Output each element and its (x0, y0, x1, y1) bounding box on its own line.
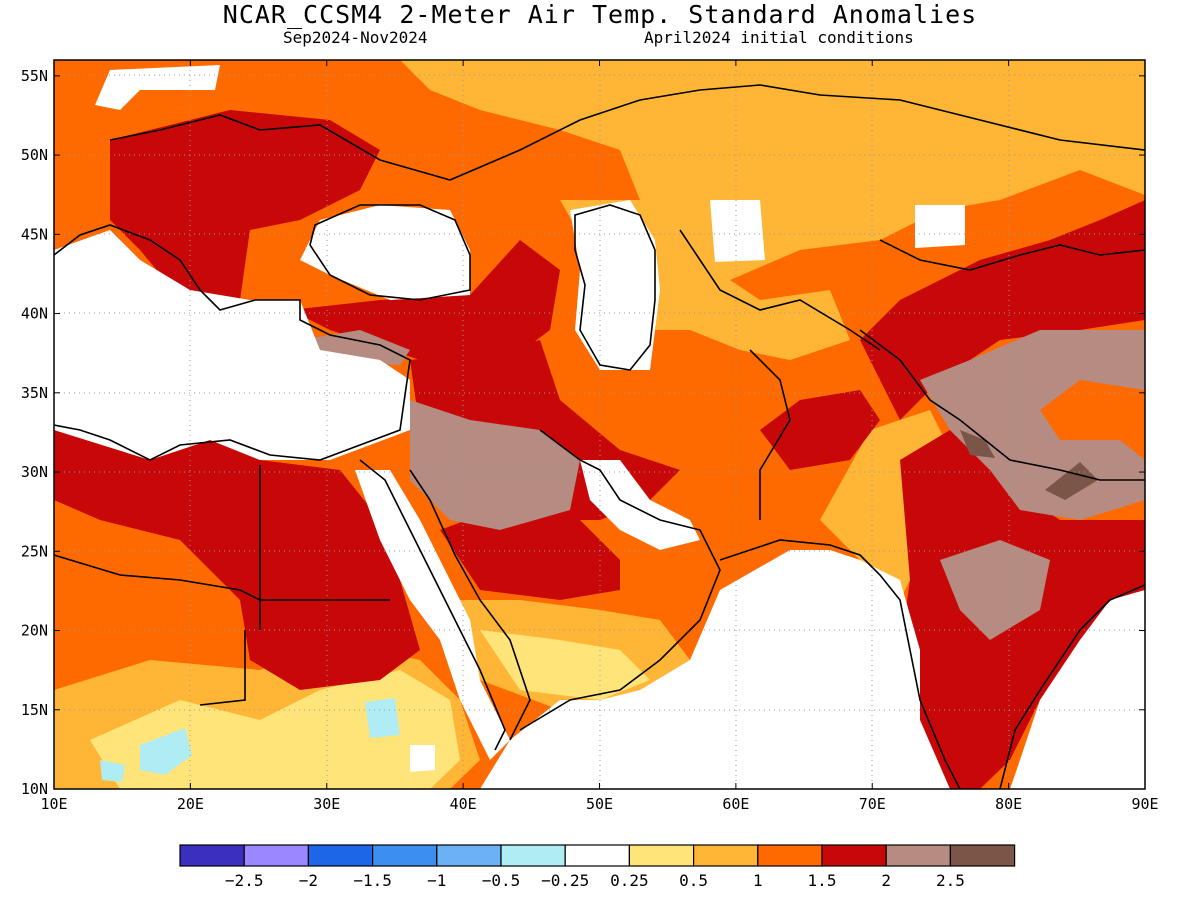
map-title: NCAR_CCSM4 2-Meter Air Temp. Standard An… (222, 0, 978, 29)
colorbar-label: −1.5 (353, 871, 392, 890)
anomaly-mauve-india (940, 540, 1050, 640)
colorbar-labels: −2.5 −2 −1.5 −1 −0.5 −0.25 0.25 0.5 1 1.5 2 2.5 (225, 871, 965, 890)
x-tick-labels: 10E 20E 30E 40E 50E 60E 70E 80E 90E (40, 795, 1158, 813)
gulf-white (580, 460, 700, 550)
colorbar-swatch (500, 844, 566, 867)
y-tick-label: 55N (21, 67, 48, 85)
y-tick-labels: 55N 50N 45N 40N 35N 30N 25N 20N 15N 10N (21, 67, 48, 798)
colorbar-swatch (179, 844, 245, 867)
colorbar-label: 2 (881, 871, 891, 890)
season-label: Sep2024-Nov2024 (283, 28, 428, 47)
x-tick-label: 20E (177, 795, 204, 813)
y-tick-label: 25N (21, 542, 48, 560)
colorbar-label: 0.5 (679, 871, 708, 890)
colorbar-swatch (949, 844, 1016, 867)
colorbar-swatch (372, 844, 438, 867)
anomaly-mauve-arabia (410, 400, 580, 530)
colorbar-swatch (243, 844, 309, 867)
anomaly-red-himalaya (860, 200, 1145, 420)
colorbar-label: −1 (427, 871, 446, 890)
somalia-white (410, 745, 435, 772)
initial-conditions-label: April2024 initial conditions (644, 28, 914, 47)
y-tick-label: 35N (21, 384, 48, 402)
colorbar-label: 0.25 (610, 871, 649, 890)
balkhash-white (915, 205, 965, 248)
x-tick-label: 70E (859, 795, 886, 813)
anomaly-cyan-3 (100, 760, 125, 782)
colorbar-swatch (564, 844, 631, 867)
gridlines (54, 60, 1145, 789)
colorbar-label: 1.5 (808, 871, 837, 890)
tick-marks (53, 60, 1146, 790)
anomaly-red-europe (110, 110, 380, 310)
mediterranean-white (54, 230, 410, 460)
colorbar-label: −2 (299, 871, 318, 890)
x-tick-label: 30E (313, 795, 340, 813)
anomaly-cyan-2 (140, 728, 192, 775)
y-tick-label: 50N (21, 146, 48, 164)
colorbar-label: 1 (753, 871, 763, 890)
black-sea-white (300, 205, 470, 300)
arabian-sea-white (480, 550, 950, 789)
north-white-patch (95, 65, 220, 110)
caspian-white (570, 200, 660, 370)
y-tick-label: 45N (21, 225, 48, 243)
y-tick-label: 15N (21, 701, 48, 719)
bay-of-bengal-white (1010, 590, 1145, 789)
colorbar-swatch (757, 844, 823, 867)
x-tick-label: 50E (586, 795, 613, 813)
anomaly-field (54, 60, 1145, 789)
x-tick-label: 90E (1131, 795, 1158, 813)
colorbar-label: −0.25 (541, 871, 589, 890)
colorbar-label: −0.5 (482, 871, 521, 890)
colorbar-swatch (821, 844, 887, 867)
colorbar-swatch (885, 844, 952, 867)
red-sea-white (355, 470, 510, 760)
x-tick-label: 80E (995, 795, 1022, 813)
anomaly-cyan-1 (365, 698, 400, 738)
y-tick-label: 10N (21, 780, 48, 798)
anomaly-yellow-arabia (480, 630, 650, 700)
colorbar-swatch (307, 844, 374, 867)
x-tick-label: 40E (450, 795, 477, 813)
x-tick-label: 10E (40, 795, 67, 813)
y-tick-label: 40N (21, 305, 48, 323)
anomaly-red-africa (54, 430, 420, 690)
y-tick-label: 30N (21, 463, 48, 481)
x-tick-label: 60E (722, 795, 749, 813)
colorbar-label: 2.5 (936, 871, 965, 890)
colorbar-label: −2.5 (225, 871, 264, 890)
colorbar-swatch (692, 844, 759, 867)
y-tick-label: 20N (21, 622, 48, 640)
colorbar-swatch (628, 844, 695, 867)
anomaly-red-afghan (760, 390, 880, 470)
colorbar-swatch (436, 844, 502, 867)
anomaly-brown-2 (960, 430, 995, 458)
colorbar (179, 844, 1016, 867)
coastlines (54, 84, 1145, 789)
anomaly-red-anatolia (290, 240, 560, 360)
aral-white (710, 200, 765, 262)
